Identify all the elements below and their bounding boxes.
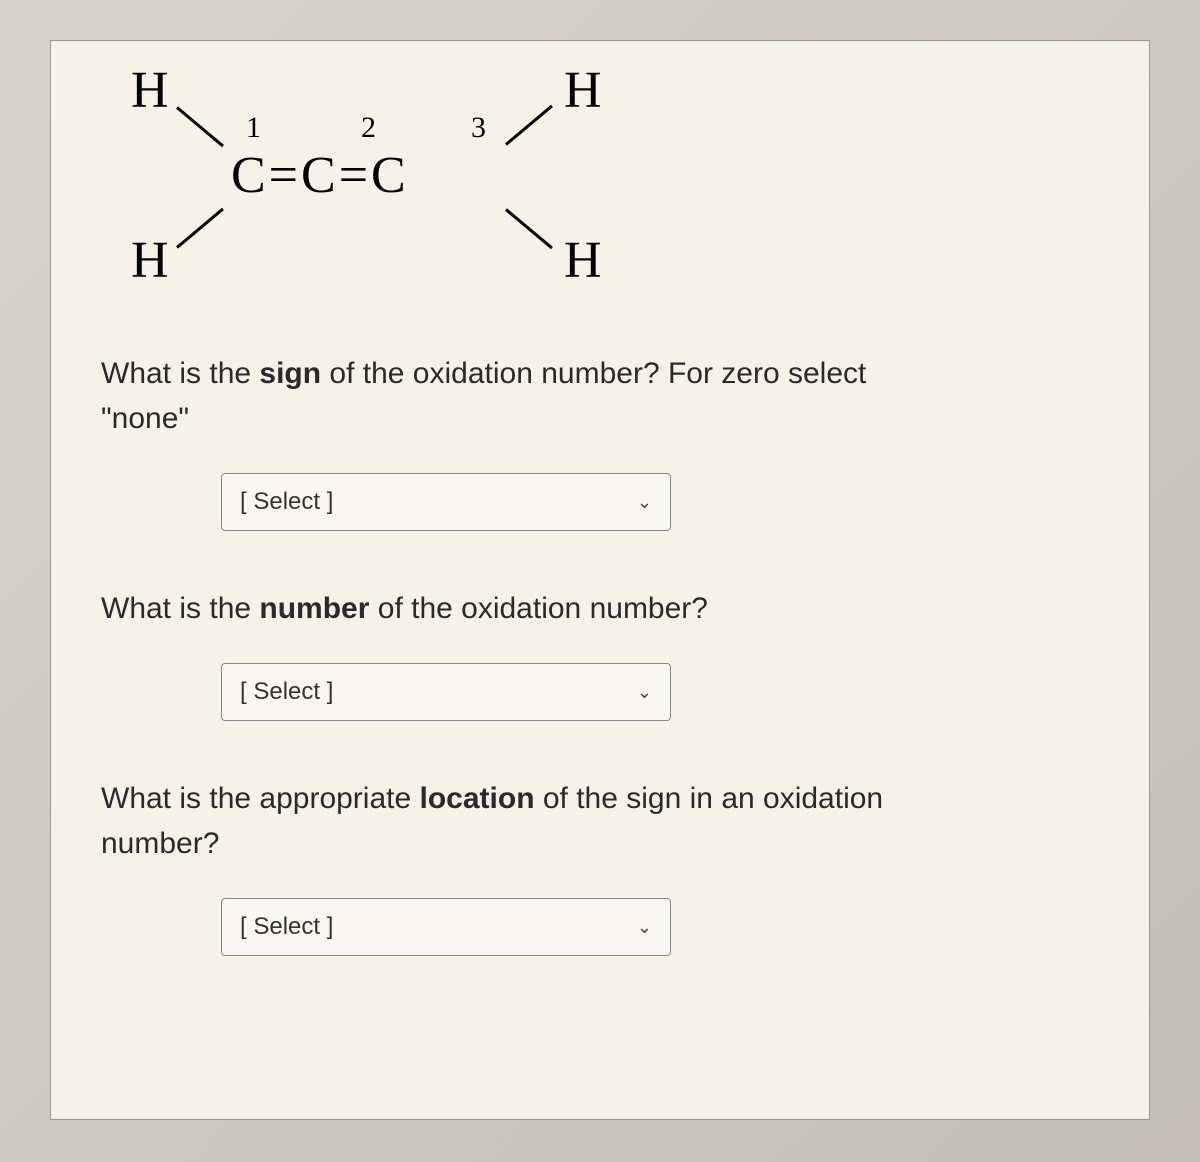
chevron-down-icon: ⌄ [637,917,652,938]
chevron-down-icon: ⌄ [637,492,652,513]
atom-h-bottomleft: H [131,231,169,290]
carbon-number-2: 2 [361,111,376,145]
question-text-location: What is the appropriate location of the … [101,776,1099,866]
formula-ccc: C=C=C [231,146,409,205]
atom-h-topleft: H [131,61,169,120]
q2-pre: What is the [101,592,259,625]
q2-bold: number [259,592,369,625]
carbon-number-1: 1 [246,111,261,145]
atom-h-bottomright: H [564,231,602,290]
q1-pre: What is the [101,357,259,390]
select-location[interactable]: [ Select ] ⌄ [221,898,671,956]
select-sign[interactable]: [ Select ] ⌄ [221,473,671,531]
select-location-placeholder: [ Select ] [240,913,333,941]
carbon-number-3: 3 [471,111,486,145]
question-block-sign: What is the sign of the oxidation number… [101,351,1099,531]
chevron-down-icon: ⌄ [637,682,652,703]
bond-line-bl [176,208,224,249]
q3-bold: location [420,782,535,815]
select-sign-placeholder: [ Select ] [240,488,333,516]
select-number[interactable]: [ Select ] ⌄ [221,663,671,721]
q1-post: of the oxidation number? For zero select [321,357,866,390]
question-container: H H H H C=C=C 1 2 3 What is the sign of … [50,40,1150,1120]
bond-line-br [505,208,553,249]
q2-post: of the oxidation number? [369,592,708,625]
question-block-location: What is the appropriate location of the … [101,776,1099,956]
q3-post: of the sign in an oxidation [535,782,884,815]
q1-bold: sign [259,357,321,390]
select-number-placeholder: [ Select ] [240,678,333,706]
question-text-number: What is the number of the oxidation numb… [101,586,1099,631]
bond-line-tl [176,106,224,147]
question-block-number: What is the number of the oxidation numb… [101,586,1099,721]
q3-line2: number? [101,827,219,860]
molecule-diagram: H H H H C=C=C 1 2 3 [111,61,651,311]
q1-line2: "none" [101,402,189,435]
q3-pre: What is the appropriate [101,782,420,815]
bond-line-tr [505,105,553,146]
atom-h-topright: H [564,61,602,120]
question-text-sign: What is the sign of the oxidation number… [101,351,1099,441]
